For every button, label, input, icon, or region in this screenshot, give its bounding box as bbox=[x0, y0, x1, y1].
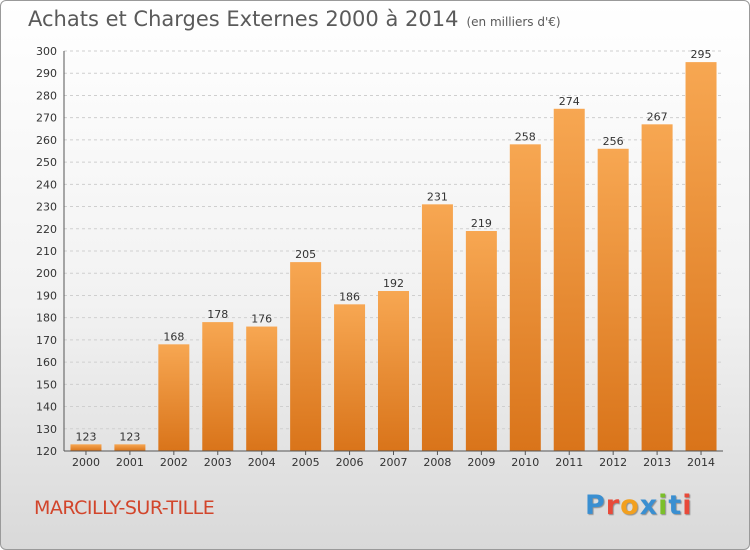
y-axis: 120 130 140 150 160 170 180 190 200 210 220 230 240 2… bbox=[36, 45, 65, 458]
bar bbox=[421, 204, 453, 451]
bar-value-label: 258 bbox=[515, 130, 536, 143]
y-tick-label: 150 bbox=[36, 378, 57, 391]
bar bbox=[509, 144, 541, 452]
logo-letter: P bbox=[585, 490, 606, 521]
bar-value-label: 192 bbox=[383, 277, 404, 290]
y-tick-label: 210 bbox=[36, 245, 57, 258]
bar-value-label: 176 bbox=[251, 313, 272, 326]
y-tick-label: 160 bbox=[36, 356, 57, 369]
logo-letter: r bbox=[605, 490, 621, 521]
x-tick-label: 2008 bbox=[423, 456, 451, 469]
x-tick-label: 2010 bbox=[511, 456, 539, 469]
y-tick-label: 180 bbox=[36, 312, 57, 325]
logo-letter: i bbox=[682, 490, 693, 521]
bar-value-label: 205 bbox=[295, 248, 316, 261]
chart-title-text: Achats et Charges Externes 2000 à 2014 bbox=[28, 7, 459, 31]
y-tick-label: 270 bbox=[36, 112, 57, 125]
bar bbox=[114, 444, 146, 451]
x-axis: 2000 2001 2002 2003 2004 2005 2006 2007 2008 2009… bbox=[64, 450, 723, 469]
bar bbox=[158, 344, 190, 451]
bar-value-label: 186 bbox=[339, 290, 360, 303]
x-tick-label: 2004 bbox=[248, 456, 276, 469]
x-tick-label: 2011 bbox=[555, 456, 583, 469]
bar-value-label: 178 bbox=[207, 308, 228, 321]
bar bbox=[641, 124, 673, 451]
x-tick-label: 2014 bbox=[687, 456, 715, 469]
bar-value-label: 168 bbox=[163, 330, 184, 343]
bar-value-label: 219 bbox=[471, 217, 492, 230]
y-tick-label: 250 bbox=[36, 156, 57, 169]
bar bbox=[290, 262, 322, 451]
y-tick-label: 200 bbox=[36, 267, 57, 280]
bar-value-label: 231 bbox=[427, 190, 448, 203]
bar bbox=[685, 62, 717, 451]
bar bbox=[202, 322, 234, 451]
y-tick-label: 290 bbox=[36, 67, 57, 80]
bar-value-label: 256 bbox=[603, 135, 624, 148]
logo-letter: i bbox=[658, 490, 669, 521]
x-tick-label: 2000 bbox=[72, 456, 100, 469]
y-tick-label: 190 bbox=[36, 289, 57, 302]
bar-value-label: 123 bbox=[119, 430, 140, 443]
y-tick-label: 120 bbox=[36, 445, 57, 458]
bar-value-label: 295 bbox=[691, 48, 712, 61]
logo-letter: o bbox=[620, 490, 640, 521]
y-tick-label: 140 bbox=[36, 401, 57, 414]
x-tick-label: 2009 bbox=[467, 456, 495, 469]
y-tick-label: 260 bbox=[36, 134, 57, 147]
y-tick-label: 130 bbox=[36, 423, 57, 436]
bar-value-label: 267 bbox=[647, 110, 668, 123]
x-tick-label: 2001 bbox=[116, 456, 144, 469]
x-tick-label: 2013 bbox=[643, 456, 671, 469]
bar bbox=[378, 291, 409, 451]
bar bbox=[246, 326, 278, 451]
x-tick-label: 2012 bbox=[599, 456, 627, 469]
y-tick-label: 280 bbox=[36, 89, 57, 102]
logo-letter: x bbox=[639, 490, 659, 521]
data-labels: 123 123 168 178 176 205 186 192 231 219 258 274 256 2… bbox=[75, 48, 711, 443]
bar-value-label: 123 bbox=[75, 430, 96, 443]
y-tick-label: 240 bbox=[36, 178, 57, 191]
logo-letter: t bbox=[668, 490, 683, 521]
x-tick-label: 2007 bbox=[380, 456, 408, 469]
y-tick-label: 220 bbox=[36, 223, 57, 236]
y-tick-label: 300 bbox=[36, 45, 57, 58]
commune-name: MARCILLY-SUR-TILLE bbox=[34, 497, 215, 519]
y-tick-label: 230 bbox=[36, 201, 57, 214]
bar-value-label: 274 bbox=[559, 95, 580, 108]
x-tick-label: 2002 bbox=[160, 456, 188, 469]
y-tick-label: 170 bbox=[36, 334, 57, 347]
bars bbox=[70, 62, 717, 452]
chart-title: Achats et Charges Externes 2000 à 2014 (e… bbox=[28, 7, 561, 31]
x-tick-label: 2003 bbox=[204, 456, 232, 469]
bar bbox=[334, 304, 366, 451]
bar bbox=[553, 108, 585, 452]
x-tick-label: 2005 bbox=[292, 456, 320, 469]
bar bbox=[70, 444, 102, 451]
bar bbox=[597, 148, 629, 451]
chart-unit: (en milliers d'€) bbox=[466, 15, 561, 29]
proxiti-logo: Proxiti bbox=[585, 490, 693, 521]
bar bbox=[465, 231, 497, 451]
x-tick-label: 2006 bbox=[336, 456, 364, 469]
